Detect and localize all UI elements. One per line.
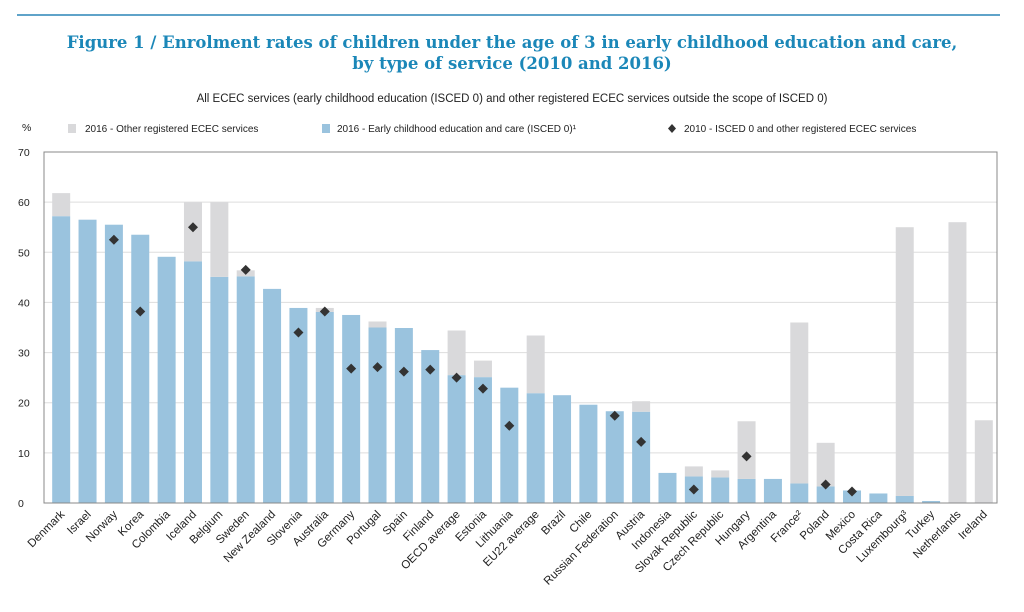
bar-other bbox=[948, 222, 967, 503]
legend-label-2010: 2010 - ISCED 0 and other registered ECEC… bbox=[684, 124, 916, 135]
marker-2010 bbox=[741, 451, 752, 462]
legend-label-other: 2016 - Other registered ECEC services bbox=[85, 124, 258, 135]
marker-2010 bbox=[398, 366, 409, 377]
bar-isced0 bbox=[368, 327, 387, 503]
marker-2010 bbox=[108, 234, 119, 245]
bar-isced0 bbox=[104, 224, 123, 503]
marker-2010 bbox=[820, 479, 831, 490]
bar-isced0 bbox=[315, 311, 334, 503]
bar-other bbox=[974, 420, 993, 503]
marker-2010 bbox=[609, 410, 620, 421]
x-tick-label: Brazil bbox=[539, 509, 568, 538]
bar-isced0 bbox=[421, 350, 440, 503]
bar-other bbox=[368, 321, 387, 328]
marker-2010 bbox=[477, 383, 488, 394]
bar-isced0 bbox=[895, 495, 914, 503]
marker-2010 bbox=[425, 364, 436, 375]
figure-title: Figure 1 / Enrolment rates of children u… bbox=[0, 32, 1024, 74]
bar-isced0 bbox=[605, 411, 624, 503]
marker-2010 bbox=[187, 222, 198, 233]
bar-isced0 bbox=[289, 307, 308, 503]
legend-swatch-isced0 bbox=[322, 124, 330, 133]
marker-2010 bbox=[688, 484, 699, 495]
marker-2010 bbox=[319, 306, 330, 317]
marker-2010 bbox=[451, 372, 462, 383]
bar-isced0 bbox=[816, 486, 835, 503]
legend-swatch-other bbox=[68, 124, 76, 133]
marker-2010 bbox=[504, 420, 515, 431]
y-tick-label: 20 bbox=[18, 398, 30, 410]
bar-isced0 bbox=[183, 261, 202, 503]
plot-frame bbox=[43, 151, 998, 504]
marker-2010 bbox=[135, 306, 146, 317]
x-tick-label: Denmark bbox=[26, 508, 68, 550]
legend-marker-2010 bbox=[668, 124, 676, 133]
bar-other bbox=[632, 401, 651, 412]
bar-isced0 bbox=[78, 219, 97, 503]
x-tick-label: Ireland bbox=[957, 509, 990, 542]
bar-isced0 bbox=[632, 411, 651, 503]
y-tick-label: 0 bbox=[18, 498, 24, 510]
y-tick-label: 70 bbox=[18, 147, 30, 159]
bar-other bbox=[816, 442, 835, 487]
y-tick-label: 50 bbox=[18, 247, 30, 259]
bar-isced0 bbox=[394, 328, 413, 503]
bar-isced0 bbox=[737, 478, 756, 503]
bar-isced0 bbox=[157, 256, 176, 503]
y-axis-label: % bbox=[22, 122, 31, 134]
title-line-1: Figure 1 / Enrolment rates of children u… bbox=[66, 33, 958, 52]
bar-other bbox=[790, 322, 809, 484]
y-tick-label: 60 bbox=[18, 197, 30, 209]
marker-2010 bbox=[346, 363, 357, 374]
bar-isced0 bbox=[869, 493, 888, 503]
marker-2010 bbox=[293, 327, 304, 338]
bar-isced0 bbox=[473, 377, 492, 503]
marker-2010 bbox=[636, 436, 647, 447]
y-tick-label: 10 bbox=[18, 448, 30, 460]
bar-isced0 bbox=[52, 216, 71, 503]
marker-2010 bbox=[847, 486, 858, 497]
bar-isced0 bbox=[711, 477, 730, 503]
bar-isced0 bbox=[210, 276, 229, 503]
legend-label-isced0: 2016 - Early childhood education and car… bbox=[337, 124, 577, 135]
bar-other bbox=[895, 227, 914, 496]
bar-isced0 bbox=[922, 500, 941, 503]
chart-subtitle: All ECEC services (early childhood educa… bbox=[196, 93, 828, 105]
bar-other bbox=[473, 360, 492, 378]
bar-isced0 bbox=[763, 478, 782, 503]
bar-other bbox=[711, 470, 730, 478]
legend: 2016 - Other registered ECEC services 20… bbox=[68, 124, 916, 135]
bar-isced0 bbox=[263, 288, 282, 503]
bar-isced0 bbox=[579, 404, 598, 503]
bar-isced0 bbox=[131, 234, 150, 503]
bar-isced0 bbox=[236, 276, 255, 503]
marker-2010 bbox=[372, 362, 383, 373]
bar-other bbox=[210, 202, 229, 277]
bar-isced0 bbox=[526, 393, 545, 503]
bar-other bbox=[52, 193, 71, 217]
y-tick-label: 30 bbox=[18, 348, 30, 360]
marker-2010 bbox=[240, 264, 251, 275]
bar-isced0 bbox=[342, 314, 361, 503]
bar-other bbox=[684, 466, 703, 477]
title-line-2: by type of service (2010 and 2016) bbox=[352, 54, 672, 73]
bar-other bbox=[526, 335, 545, 394]
bar-isced0 bbox=[790, 483, 809, 503]
bar-other bbox=[737, 421, 756, 479]
bar-isced0 bbox=[553, 395, 572, 503]
y-tick-label: 40 bbox=[18, 297, 30, 309]
bar-isced0 bbox=[447, 375, 466, 503]
bar-other bbox=[447, 330, 466, 376]
bar-isced0 bbox=[843, 490, 862, 503]
bar-isced0 bbox=[658, 472, 677, 503]
header-rule bbox=[17, 14, 1000, 16]
bar-isced0 bbox=[500, 387, 519, 503]
